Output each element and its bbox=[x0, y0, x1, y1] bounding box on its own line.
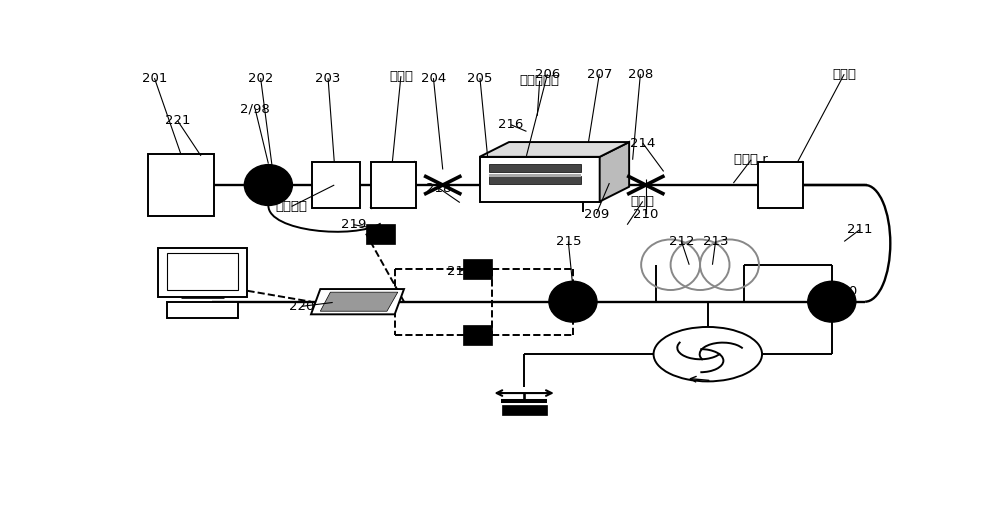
Text: 206: 206 bbox=[535, 68, 560, 81]
Text: 202: 202 bbox=[248, 72, 273, 85]
Text: 光隔离器: 光隔离器 bbox=[276, 200, 308, 213]
FancyBboxPatch shape bbox=[758, 162, 803, 209]
Polygon shape bbox=[311, 289, 404, 314]
FancyBboxPatch shape bbox=[489, 176, 581, 184]
FancyBboxPatch shape bbox=[366, 224, 395, 244]
FancyBboxPatch shape bbox=[502, 405, 547, 415]
FancyBboxPatch shape bbox=[489, 174, 581, 177]
Text: 50/50: 50/50 bbox=[820, 284, 859, 297]
Text: 2/98: 2/98 bbox=[240, 103, 270, 116]
Ellipse shape bbox=[808, 281, 856, 322]
Text: 211: 211 bbox=[847, 223, 872, 236]
FancyBboxPatch shape bbox=[167, 302, 238, 319]
FancyBboxPatch shape bbox=[463, 259, 492, 279]
Text: 216: 216 bbox=[498, 118, 524, 131]
FancyBboxPatch shape bbox=[312, 162, 360, 209]
Text: 214: 214 bbox=[630, 136, 655, 149]
Polygon shape bbox=[480, 157, 600, 201]
Polygon shape bbox=[480, 142, 629, 157]
Polygon shape bbox=[600, 142, 629, 201]
Text: 218: 218 bbox=[426, 182, 452, 194]
Text: 环形器 r: 环形器 r bbox=[734, 153, 768, 166]
Text: 219: 219 bbox=[341, 218, 366, 231]
Ellipse shape bbox=[549, 281, 597, 322]
Text: 204: 204 bbox=[421, 72, 446, 85]
Text: 213: 213 bbox=[703, 235, 728, 248]
Ellipse shape bbox=[244, 165, 292, 206]
Text: 201: 201 bbox=[142, 72, 167, 85]
Text: 221: 221 bbox=[165, 114, 190, 127]
FancyBboxPatch shape bbox=[489, 165, 581, 172]
FancyBboxPatch shape bbox=[158, 248, 247, 297]
FancyBboxPatch shape bbox=[371, 162, 416, 209]
Polygon shape bbox=[320, 292, 398, 311]
Text: 法拉第旋镜: 法拉第旋镜 bbox=[520, 74, 560, 87]
FancyBboxPatch shape bbox=[148, 154, 214, 216]
Text: 215: 215 bbox=[556, 235, 581, 248]
Text: 起偏器: 起偏器 bbox=[389, 70, 413, 83]
Text: 220: 220 bbox=[289, 300, 314, 313]
Text: 208: 208 bbox=[628, 68, 653, 81]
Text: 检偏器: 检偏器 bbox=[832, 68, 856, 81]
Text: 217: 217 bbox=[447, 265, 473, 278]
Text: 耦合器: 耦合器 bbox=[631, 195, 655, 208]
Text: 203: 203 bbox=[315, 72, 341, 85]
Text: 207: 207 bbox=[587, 68, 612, 81]
Text: 209: 209 bbox=[584, 208, 609, 221]
Text: 210: 210 bbox=[633, 208, 658, 221]
FancyBboxPatch shape bbox=[463, 325, 492, 345]
Text: 205: 205 bbox=[467, 72, 493, 85]
Text: 212: 212 bbox=[669, 235, 694, 248]
FancyBboxPatch shape bbox=[167, 253, 238, 290]
Ellipse shape bbox=[210, 307, 223, 311]
